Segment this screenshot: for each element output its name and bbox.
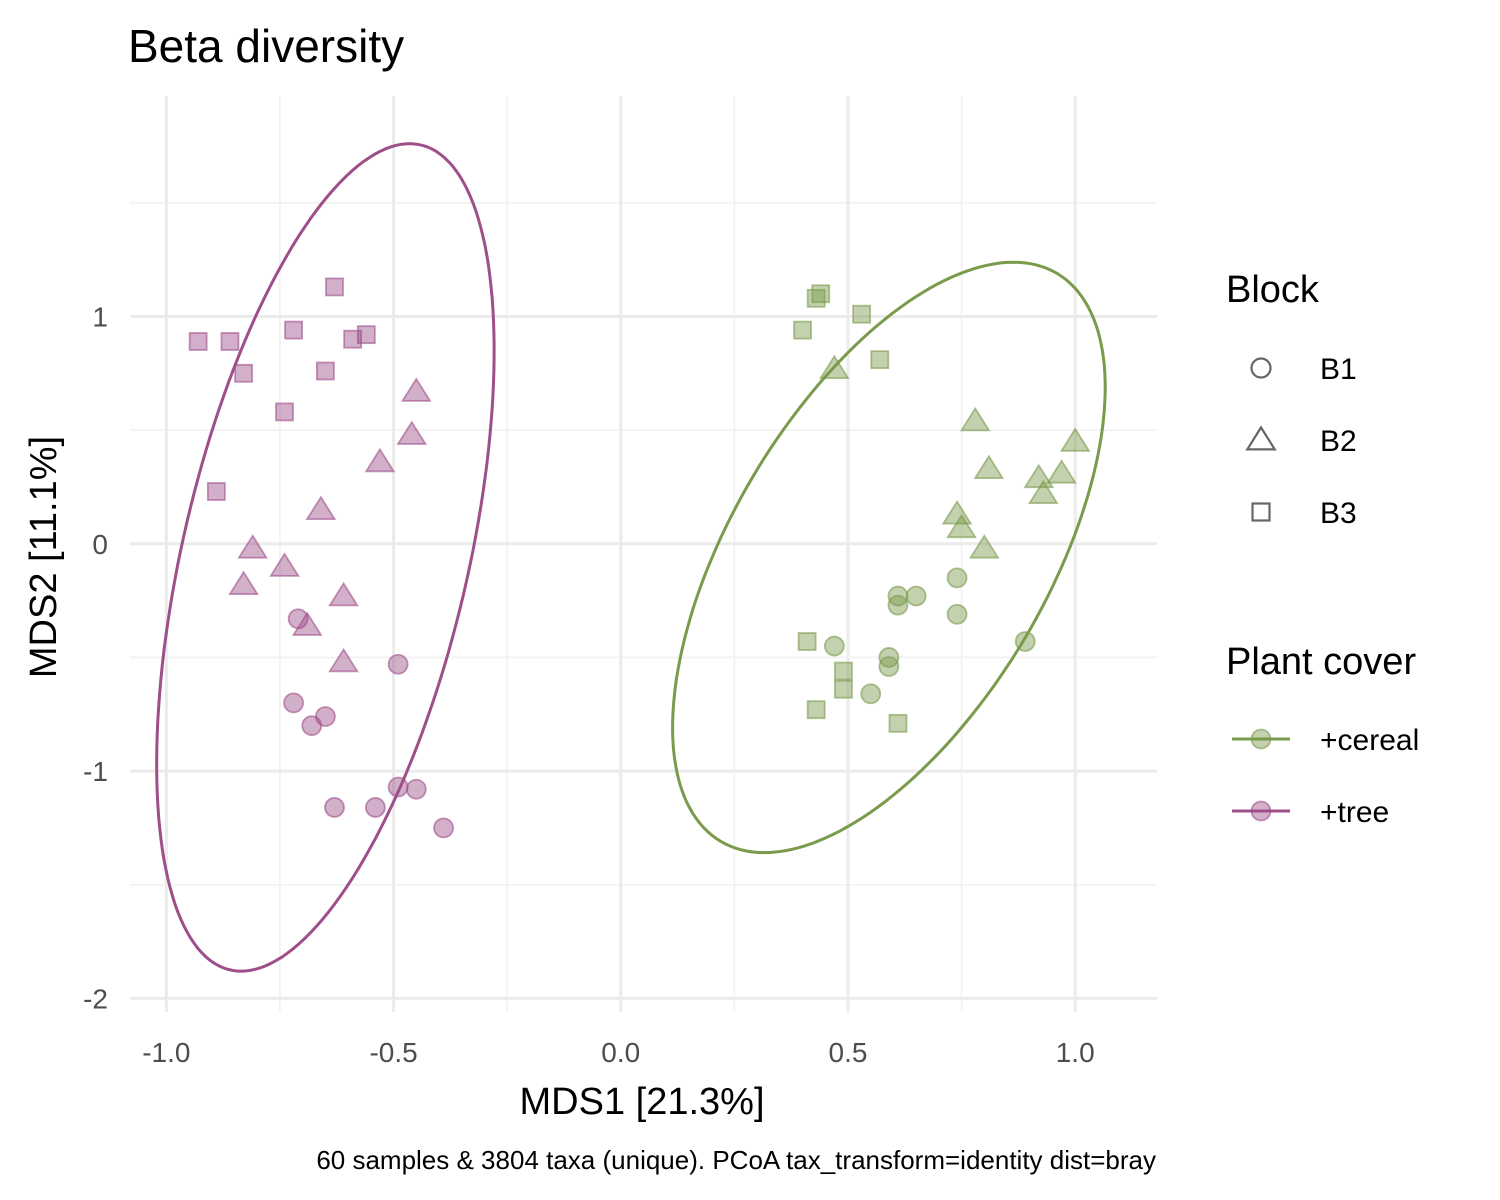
data-point-b3: [834, 661, 853, 681]
legend-label-b3: B3: [1320, 497, 1357, 530]
data-point-b2: [228, 570, 260, 595]
ellipse-cereal: [671, 260, 1107, 855]
legend-key-point: [1250, 728, 1272, 750]
x-axis-title: MDS1 [21.3%]: [520, 1081, 765, 1123]
data-point-b1: [387, 776, 409, 798]
data-point-b3: [806, 700, 826, 720]
data-point-b2: [328, 581, 359, 607]
grid-lines: [130, 96, 1157, 1012]
data-point-b1: [315, 706, 336, 727]
x-tick-label: 0.5: [829, 1037, 868, 1068]
block-legend-items: B1 B2 B3: [1245, 353, 1357, 530]
data-point-b2: [818, 354, 850, 380]
chart-caption: 60 samples & 3804 taxa (unique). PCoA ta…: [316, 1145, 1156, 1175]
x-tick-label: -1.0: [142, 1037, 190, 1068]
data-point-b1: [324, 797, 345, 818]
data-point-b1: [860, 683, 882, 705]
legend-label-tree: +tree: [1320, 796, 1389, 829]
data-point-b3: [275, 402, 294, 422]
data-point-b1: [887, 594, 909, 616]
y-tick-label: -2: [83, 983, 108, 1014]
data-point-b2: [968, 534, 1000, 559]
legend: Block B1 B2 B3 Plant cover +cereal +tree: [1226, 269, 1419, 829]
data-point-b3: [234, 363, 254, 383]
data-point-b3: [206, 482, 226, 501]
x-axis-ticks: -1.0 -0.5 0.0 0.5 1.0: [142, 1037, 1094, 1068]
confidence-ellipses: [155, 142, 1107, 973]
data-point-b1: [946, 603, 968, 625]
data-point-b1: [405, 778, 427, 800]
data-point-b3: [870, 350, 890, 370]
legend-title-plant-cover: Plant cover: [1226, 641, 1416, 683]
legend-title-block: Block: [1226, 269, 1320, 311]
data-point-b1: [878, 656, 900, 677]
legend-key-circle-icon: [1250, 357, 1272, 379]
data-point-b3: [793, 320, 812, 340]
plant-cover-legend-items: +cereal +tree: [1232, 724, 1419, 829]
data-point-b2: [400, 377, 432, 402]
data-point-b1: [433, 817, 454, 839]
sample-points: [188, 277, 1091, 839]
y-axis-ticks: -2 -1 0 1: [83, 301, 108, 1014]
y-axis-title: MDS2 [11.1%]: [23, 436, 65, 678]
data-point-b3: [188, 332, 208, 351]
x-tick-label: 0.0: [601, 1037, 640, 1068]
data-point-b2: [328, 647, 359, 673]
data-point-b1: [387, 653, 409, 675]
data-point-b3: [811, 284, 831, 304]
x-tick-label: -0.5: [369, 1037, 417, 1068]
data-point-b3: [888, 713, 908, 733]
y-tick-label: -1: [83, 756, 108, 787]
legend-key-triangle-icon: [1245, 425, 1277, 451]
data-point-b1: [823, 635, 845, 657]
data-point-b3: [325, 277, 344, 297]
legend-label-cereal: +cereal: [1320, 724, 1419, 757]
x-tick-label: 1.0: [1056, 1037, 1095, 1068]
data-point-b2: [364, 447, 396, 473]
legend-key-square-icon: [1251, 502, 1271, 522]
ellipse-tree: [155, 142, 496, 973]
data-point-b1: [1014, 631, 1036, 652]
data-point-b2: [973, 454, 1005, 480]
chart-title: Beta diversity: [128, 20, 404, 72]
data-point-b3: [834, 679, 853, 699]
legend-label-b1: B1: [1320, 353, 1357, 386]
data-point-b2: [1027, 479, 1059, 505]
data-point-b2: [959, 406, 991, 432]
data-point-b3: [797, 632, 817, 651]
data-point-b3: [343, 329, 363, 349]
y-tick-label: 1: [92, 301, 108, 332]
data-point-b1: [905, 585, 927, 607]
legend-label-b2: B2: [1320, 425, 1357, 458]
data-point-b2: [305, 495, 337, 520]
data-point-b2: [269, 552, 300, 577]
data-point-b1: [364, 797, 386, 818]
data-point-b1: [283, 692, 304, 714]
data-point-b1: [946, 567, 968, 589]
y-tick-label: 0: [92, 529, 108, 560]
data-point-b2: [946, 513, 977, 539]
data-point-b2: [1046, 459, 1077, 484]
data-point-b3: [220, 332, 240, 351]
data-point-b2: [1059, 427, 1091, 452]
data-point-b2: [396, 420, 428, 445]
data-point-b3: [316, 361, 335, 381]
data-point-b2: [237, 534, 269, 559]
data-point-b3: [852, 304, 872, 324]
data-point-b3: [284, 320, 303, 340]
data-point-b2: [291, 611, 323, 636]
legend-key-point: [1250, 800, 1272, 822]
